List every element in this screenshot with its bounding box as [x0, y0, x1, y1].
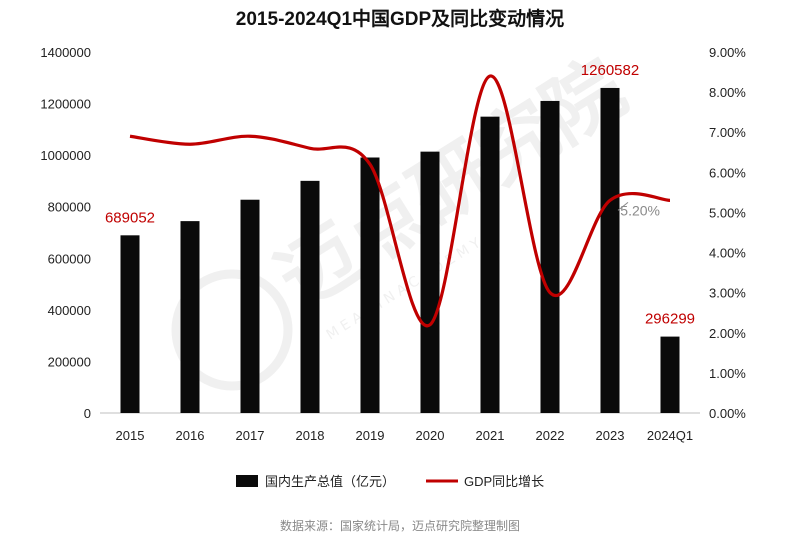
bar	[300, 180, 320, 413]
bar	[660, 336, 680, 413]
x-tick-label: 2023	[596, 428, 625, 443]
legend-line-label: GDP同比增长	[464, 474, 544, 489]
legend-bar-swatch	[236, 475, 258, 487]
left-tick-label: 400000	[48, 303, 91, 318]
bar-value-label: 689052	[105, 209, 155, 226]
bar	[420, 151, 440, 413]
x-tick-label: 2018	[296, 428, 325, 443]
left-tick-label: 1200000	[40, 97, 91, 112]
x-tick-label: 2020	[416, 428, 445, 443]
bar	[120, 235, 140, 413]
right-tick-label: 1.00%	[709, 366, 746, 381]
x-tick-label: 2017	[236, 428, 265, 443]
data-labels: 689052 1260582 296299 5.20%	[105, 62, 695, 328]
left-axis: 0 200000 400000 600000 800000 1000000 1200000 1…	[40, 45, 91, 421]
line-series	[129, 74, 671, 328]
left-tick-label: 0	[84, 406, 91, 421]
left-tick-label: 200000	[48, 354, 91, 369]
x-tick-label: 2019	[356, 428, 385, 443]
source-note: 数据来源：国家统计局，迈点研究院整理制图	[279, 519, 520, 533]
bar	[480, 116, 500, 413]
bar	[600, 87, 620, 414]
x-tick-label: 2024Q1	[647, 428, 693, 443]
left-tick-label: 600000	[48, 251, 91, 266]
bar	[360, 157, 380, 413]
growth-label-leader	[617, 202, 629, 211]
bar	[540, 100, 560, 413]
right-tick-label: 4.00%	[709, 246, 746, 261]
bar-series	[120, 87, 680, 414]
right-tick-label: 6.00%	[709, 165, 746, 180]
right-tick-label: 3.00%	[709, 286, 746, 301]
legend: 国内生产总值（亿元） GDP同比增长	[236, 474, 544, 489]
right-axis: 0.00% 1.00% 2.00% 3.00% 4.00% 5.00% 6.00% 7.00%…	[709, 45, 746, 421]
x-tick-label: 2022	[536, 428, 565, 443]
x-tick-label: 2015	[116, 428, 145, 443]
x-axis: 2015 2016 2017 2018 2019 2020 2021 2022 2023 2024…	[116, 428, 694, 443]
growth-value-label: 5.20%	[620, 202, 660, 218]
right-tick-label: 9.00%	[709, 45, 746, 60]
chart-title: 2015-2024Q1中国GDP及同比变动情况	[235, 9, 565, 30]
legend-bar-label: 国内生产总值（亿元）	[265, 474, 395, 489]
watermark-logo-icon	[171, 269, 293, 391]
x-tick-label: 2021	[476, 428, 505, 443]
right-tick-label: 8.00%	[709, 85, 746, 100]
bar-value-label: 1260582	[581, 62, 639, 79]
bar	[240, 199, 260, 413]
left-tick-label: 1000000	[40, 148, 91, 163]
right-tick-label: 7.00%	[709, 125, 746, 140]
bar-value-label: 296299	[645, 311, 695, 328]
right-tick-label: 2.00%	[709, 326, 746, 341]
right-tick-label: 5.00%	[709, 205, 746, 220]
bar	[180, 221, 200, 413]
x-tick-label: 2016	[176, 428, 205, 443]
gdp-growth-line	[129, 74, 671, 328]
left-tick-label: 800000	[48, 200, 91, 215]
left-tick-label: 1400000	[40, 45, 91, 60]
right-tick-label: 0.00%	[709, 406, 746, 421]
